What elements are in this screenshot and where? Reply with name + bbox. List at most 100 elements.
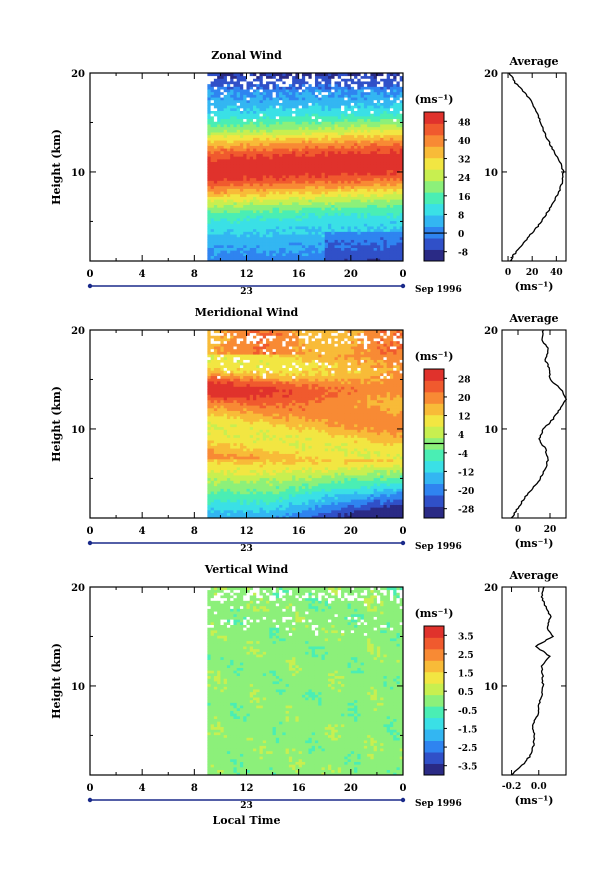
heat-cell <box>236 399 241 403</box>
heat-cell <box>350 234 355 238</box>
heat-cell <box>217 367 221 371</box>
heat-cell <box>305 234 309 238</box>
heat-cell <box>334 140 339 144</box>
y-axis-label: Height (km) <box>50 129 63 205</box>
heat-cell <box>295 156 300 160</box>
heat-cell <box>380 158 384 163</box>
heat-cell <box>275 86 280 90</box>
heat-cell <box>337 242 342 246</box>
heat-cell <box>285 102 290 106</box>
heat-cell <box>298 164 303 168</box>
heat-cell <box>213 458 218 462</box>
heat-cell <box>210 180 215 184</box>
heat-cell <box>337 164 342 168</box>
heat-cell <box>389 129 394 133</box>
heat-cell <box>396 242 401 246</box>
heat-cell <box>321 158 326 163</box>
heat-cell <box>301 180 306 184</box>
heat-cell <box>347 142 352 146</box>
heat-cell <box>331 167 335 171</box>
heat-cell <box>272 148 277 152</box>
heat-cell <box>396 97 401 101</box>
heat-cell <box>360 199 365 203</box>
heat-cell <box>279 107 283 111</box>
heat-cell <box>295 115 300 120</box>
heat-cell <box>220 372 225 377</box>
heat-cell <box>213 488 218 492</box>
heat-cell <box>223 354 228 358</box>
heat-cell <box>230 488 234 492</box>
heat-cell <box>360 156 365 160</box>
heat-cell <box>239 223 244 227</box>
heat-cell <box>230 196 234 200</box>
heat-cell <box>386 73 391 77</box>
heat-cell <box>399 145 404 149</box>
heat-cell <box>370 118 375 122</box>
heat-cell <box>220 480 225 484</box>
heat-cell <box>305 115 309 120</box>
heat-cell <box>249 209 254 214</box>
heat-cell <box>373 234 378 238</box>
heat-cell <box>318 204 322 208</box>
heat-cell <box>243 169 247 173</box>
heat-cell <box>282 193 287 197</box>
heat-cell <box>236 244 241 248</box>
heat-cell <box>213 356 218 360</box>
heat-cell <box>324 212 329 216</box>
heat-cell <box>233 335 238 339</box>
heat-cell <box>230 113 234 117</box>
heat-cell <box>396 191 401 195</box>
heat-cell <box>305 86 309 90</box>
heat-cell <box>249 231 254 235</box>
heat-cell <box>354 115 358 120</box>
heat-cell <box>305 137 309 141</box>
heat-cell <box>213 250 218 254</box>
heat-cell <box>213 450 218 454</box>
heat-cell <box>239 153 244 157</box>
heat-cell <box>360 102 365 106</box>
heat-cell <box>288 223 293 227</box>
heat-cell <box>220 381 225 385</box>
heat-cell <box>213 512 218 516</box>
heat-cell <box>328 180 332 184</box>
heat-cell <box>207 121 212 125</box>
heat-cell <box>396 124 401 128</box>
heat-cell <box>266 188 270 192</box>
heat-cell <box>239 134 244 138</box>
heat-cell <box>269 175 273 179</box>
heat-cell <box>259 236 264 240</box>
heat-cell <box>370 250 375 254</box>
heat-cell <box>386 164 391 168</box>
heat-cell <box>399 156 404 160</box>
heat-cell <box>246 153 251 157</box>
heat-cell <box>282 258 287 262</box>
heat-cell <box>269 244 273 248</box>
heat-cell <box>220 110 225 114</box>
heat-cell <box>279 228 283 232</box>
heat-cell <box>272 167 277 171</box>
heat-cell <box>253 137 257 141</box>
heat-cell <box>210 488 215 492</box>
heat-cell <box>389 164 394 168</box>
heat-cell <box>243 215 247 219</box>
heat-cell <box>266 191 270 195</box>
heat-cell <box>256 124 260 128</box>
heat-cell <box>272 252 277 257</box>
profile-x-tick-label: 40 <box>550 268 563 278</box>
heat-cell <box>308 81 313 85</box>
heat-cell <box>275 199 280 203</box>
heat-cell <box>347 94 352 98</box>
heat-cell <box>217 244 221 248</box>
heat-cell <box>301 247 306 251</box>
heat-cell <box>256 153 260 157</box>
heat-cell <box>301 201 306 205</box>
heat-cell <box>344 137 348 141</box>
heat-cell <box>357 156 362 160</box>
heat-cell <box>354 107 358 111</box>
heat-cell <box>213 483 218 487</box>
heat-cell <box>396 73 401 77</box>
heat-cell <box>376 244 381 248</box>
heat-cell <box>350 75 355 79</box>
heat-cell <box>393 204 397 208</box>
heat-cell <box>213 362 218 366</box>
